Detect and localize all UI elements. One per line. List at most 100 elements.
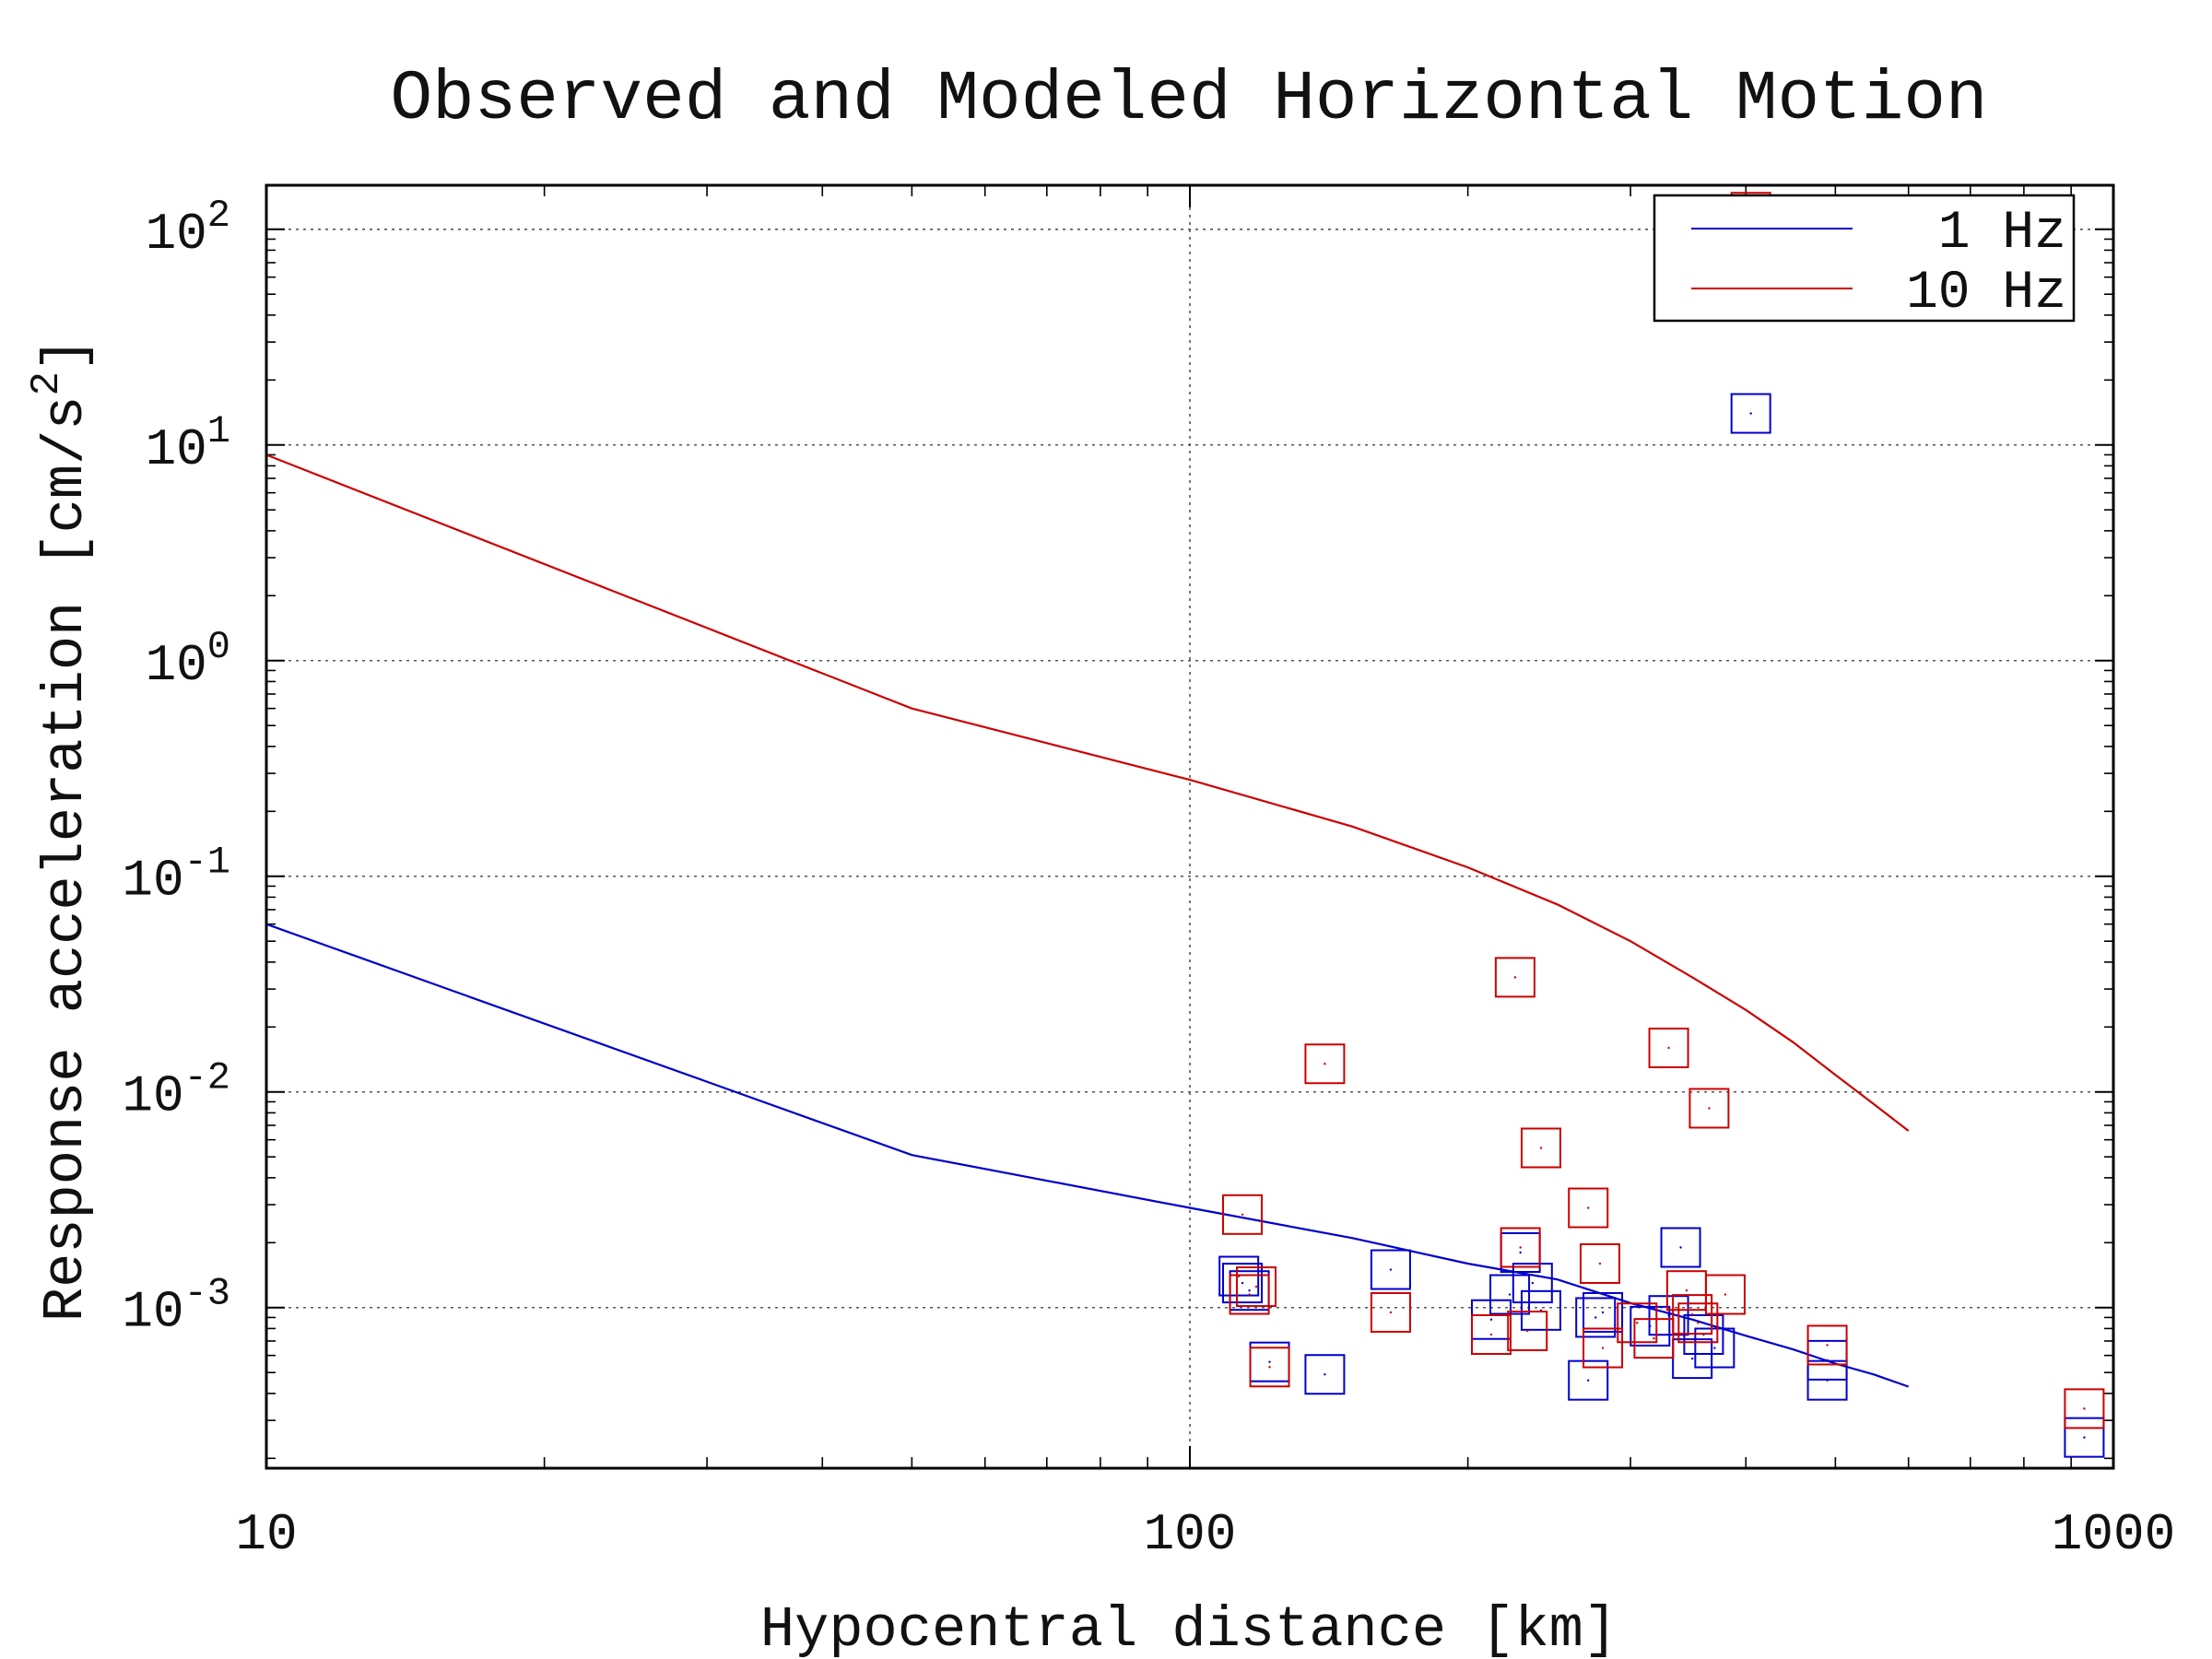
observed-marker-10hz	[1494, 957, 1535, 998]
grid-lines	[266, 185, 2113, 1468]
observed-marker-1hz	[2064, 1417, 2105, 1458]
y-tick-base: 10	[122, 852, 183, 911]
x-tick-label: 100	[1144, 1505, 1237, 1564]
y-tick-label: 10-1	[122, 841, 230, 911]
observed-marker-center-1hz	[1690, 1357, 1694, 1360]
observed-marker-10hz	[1617, 1302, 1658, 1344]
y-tick-exponent: 1	[207, 409, 230, 453]
observed-marker-1hz	[1304, 1354, 1346, 1395]
chart-title: Observed and Modeled Horizontal Motion	[390, 60, 1987, 139]
observed-marker-center-10hz	[1724, 1293, 1727, 1296]
observed-marker-10hz	[1633, 1318, 1675, 1359]
observed-marker-10hz	[1648, 1027, 1689, 1068]
observed-marker-center-1hz	[1531, 1281, 1535, 1285]
y-tick-label: 100	[146, 625, 230, 695]
observed-marker-1hz	[1575, 1297, 1617, 1338]
y-tick-exponent: -1	[184, 841, 230, 885]
y-axis-label-superscript: 2	[24, 371, 70, 395]
observed-marker-center-1hz	[1268, 1360, 1271, 1363]
observed-marker-center-10hz	[1667, 1046, 1670, 1050]
observed-marker-center-10hz	[1389, 1311, 1393, 1314]
y-tick-label: 10-3	[122, 1272, 230, 1342]
observed-marker-center-10hz	[1519, 1246, 1522, 1249]
y-tick-label: 101	[146, 409, 230, 479]
observed-marker-10hz	[1229, 1274, 1270, 1315]
observed-marker-10hz	[1568, 1187, 1609, 1229]
observed-marker-center-10hz	[1598, 1262, 1602, 1265]
y-axis-label: Response acceleration [cm/s2]	[24, 337, 99, 1322]
observed-marker-1hz	[1568, 1359, 1609, 1401]
observed-marker-10hz	[1236, 1266, 1277, 1308]
observed-marker-1hz	[1218, 1255, 1260, 1297]
observed-marker-center-1hz	[1248, 1289, 1251, 1292]
observed-marker-center-1hz	[1508, 1293, 1512, 1296]
observed-marker-center-10hz	[1268, 1366, 1271, 1369]
observed-marker-10hz	[2064, 1388, 2105, 1430]
observed-marker-1hz	[1730, 393, 1771, 434]
y-tick-base: 10	[146, 636, 207, 695]
observed-marker-center-1hz	[1713, 1347, 1716, 1349]
observed-marker-10hz	[1806, 1324, 1848, 1366]
observed-marker-center-1hz	[2083, 1436, 2086, 1439]
x-tick-label: 1000	[2052, 1505, 2175, 1564]
observed-marker-10hz	[1500, 1227, 1541, 1268]
observed-marker-1hz	[1660, 1227, 1701, 1268]
observed-marker-10hz	[1677, 1302, 1719, 1344]
observed-marker-center-10hz	[2083, 1407, 2086, 1410]
y-tick-exponent: -3	[184, 1272, 230, 1316]
observed-marker-center-1hz	[1601, 1311, 1605, 1314]
observed-marker-center-10hz	[1513, 976, 1517, 979]
observed-marker-center-10hz	[1241, 1213, 1244, 1217]
observed-marker-1hz	[1370, 1249, 1411, 1290]
observed-marker-center-10hz	[1653, 1336, 1655, 1340]
plot-frame	[265, 183, 2115, 1470]
y-tick-label: 102	[146, 194, 230, 264]
observed-marker-center-1hz	[1389, 1268, 1393, 1271]
observed-marker-center-1hz	[1241, 1281, 1244, 1285]
legend-label-1hz: 1 Hz	[1938, 204, 2066, 264]
y-tick-base: 10	[146, 420, 207, 479]
y-tick-base: 10	[122, 1283, 183, 1342]
observed-marker-center-10hz	[1587, 1206, 1590, 1209]
legend-box	[1653, 194, 2076, 323]
observed-marker-center-1hz	[1667, 1314, 1670, 1317]
y-axis-label-close: ]	[33, 337, 99, 371]
observed-marker-center-10hz	[1601, 1347, 1605, 1349]
observed-marker-10hz	[1520, 1127, 1561, 1169]
x-tick-label: 10	[235, 1505, 297, 1564]
y-tick-exponent: 0	[207, 625, 230, 669]
model-curve-10hz	[266, 453, 1910, 1132]
observed-marker-center-10hz	[1685, 1289, 1688, 1292]
observed-marker-10hz	[1688, 1088, 1730, 1129]
observed-marker-10hz	[1583, 1327, 1624, 1369]
observed-marker-center-1hz	[1489, 1318, 1493, 1321]
x-tick-labels: 10 100 1000	[235, 1505, 2175, 1564]
observed-marker-10hz	[1370, 1291, 1411, 1333]
observed-marker-center-10hz	[1690, 1312, 1694, 1316]
observed-marker-center-10hz	[1248, 1293, 1251, 1296]
observed-marker-center-10hz	[1539, 1147, 1543, 1149]
observed-marker-1hz	[1583, 1291, 1624, 1333]
legend: 1 Hz 10 Hz	[1653, 194, 2076, 324]
observed-marker-center-1hz	[1826, 1379, 1829, 1382]
y-tick-exponent: 2	[207, 194, 230, 238]
observed-marker-center-10hz	[1826, 1344, 1829, 1347]
observed-marker-center-1hz	[1679, 1246, 1682, 1249]
y-tick-base: 10	[146, 205, 207, 264]
observed-marker-10hz	[1249, 1347, 1290, 1388]
observed-marker-center-10hz	[1526, 1329, 1529, 1333]
observed-marker-1hz	[1806, 1359, 1848, 1401]
observed-marker-center-10hz	[1489, 1333, 1493, 1336]
y-axis-label-text: Response acceleration [cm/s	[33, 396, 99, 1323]
observed-markers	[1218, 192, 2105, 1458]
observed-marker-1hz	[1512, 1263, 1553, 1304]
observed-marker-center-10hz	[1254, 1285, 1258, 1288]
observed-marker-1hz	[1489, 1274, 1531, 1315]
y-tick-base: 10	[122, 1067, 183, 1126]
observed-marker-10hz	[1304, 1043, 1346, 1085]
observed-marker-center-1hz	[1587, 1379, 1590, 1382]
observed-marker-1hz	[1222, 1263, 1264, 1304]
observed-marker-10hz	[1222, 1194, 1264, 1235]
